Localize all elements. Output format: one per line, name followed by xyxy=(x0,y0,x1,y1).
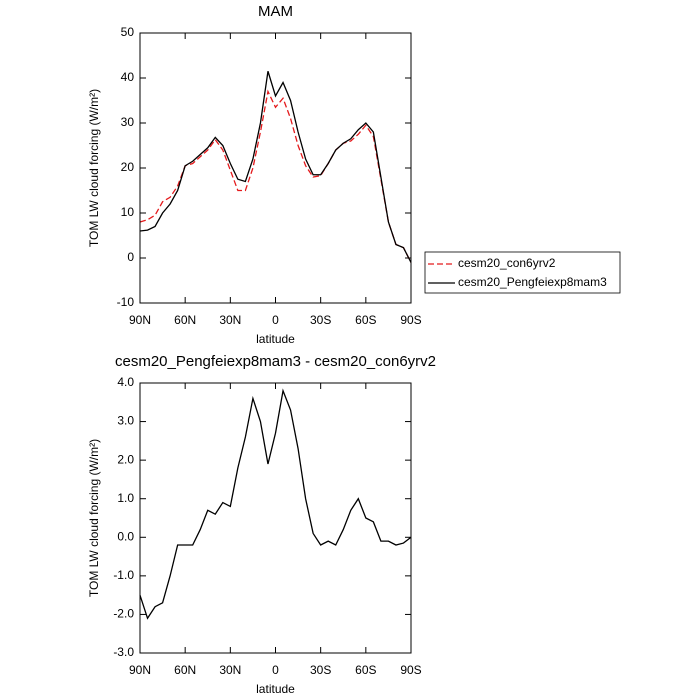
x-tick-label: 0 xyxy=(272,663,279,677)
chart-title: cesm20_Pengfeiexp8mam3 - cesm20_con6yrv2 xyxy=(115,353,436,370)
legend-label: cesm20_Pengfeiexp8mam3 xyxy=(458,275,607,289)
x-tick-label: 90S xyxy=(400,313,421,327)
y-tick-label: 40 xyxy=(121,70,135,84)
series-line xyxy=(139,89,412,263)
x-tick-label: 30N xyxy=(219,663,241,677)
x-tick-label: 30S xyxy=(310,313,331,327)
x-tick-label: 60S xyxy=(355,663,376,677)
series-line xyxy=(139,71,412,263)
y-tick-label: -2.0 xyxy=(113,607,134,621)
x-tick-label: 60N xyxy=(174,663,196,677)
series-line xyxy=(139,388,412,620)
y-tick-label: 4.0 xyxy=(117,375,134,389)
plot-frame xyxy=(139,32,412,304)
y-tick-label: -10 xyxy=(117,295,135,309)
y-tick-label: 10 xyxy=(121,205,135,219)
x-tick-label: 90S xyxy=(400,663,421,677)
y-tick-label: 50 xyxy=(121,25,135,39)
x-axis-label: latitude xyxy=(256,682,295,696)
y-tick-label: -1.0 xyxy=(113,568,134,582)
y-tick-label: 0 xyxy=(127,250,134,264)
x-tick-label: 90N xyxy=(129,313,151,327)
y-tick-label: 2.0 xyxy=(117,452,134,466)
y-tick-label: 20 xyxy=(121,160,135,174)
y-tick-label: -3.0 xyxy=(113,645,134,659)
y-tick-label: 1.0 xyxy=(117,491,134,505)
y-axis-label: TOM LW cloud forcing (W/m²) xyxy=(87,89,101,247)
y-tick-label: 30 xyxy=(121,115,135,129)
legend-label: cesm20_con6yrv2 xyxy=(458,256,556,270)
chart-title: MAM xyxy=(258,3,293,20)
x-tick-label: 30N xyxy=(219,313,241,327)
plot-frame xyxy=(139,382,412,654)
x-tick-label: 30S xyxy=(310,663,331,677)
y-axis-label: TOM LW cloud forcing (W/m²) xyxy=(87,439,101,597)
y-tick-label: 0.0 xyxy=(117,529,134,543)
x-tick-label: 90N xyxy=(129,663,151,677)
x-tick-label: 0 xyxy=(272,313,279,327)
legend-box xyxy=(424,251,621,294)
y-tick-label: 3.0 xyxy=(117,414,134,428)
x-tick-label: 60N xyxy=(174,313,196,327)
x-tick-label: 60S xyxy=(355,313,376,327)
x-axis-label: latitude xyxy=(256,332,295,346)
